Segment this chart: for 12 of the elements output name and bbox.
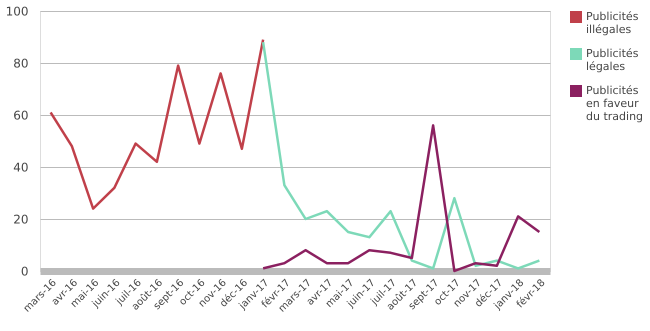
y-tick-label: 40 xyxy=(13,160,28,174)
y-tick-label: 0 xyxy=(20,264,28,278)
line-series xyxy=(49,38,264,210)
y-tick-label: 80 xyxy=(13,56,28,70)
legend-label: Publicités légales xyxy=(586,47,639,73)
legend-label: Publicités en faveur du trading xyxy=(586,84,644,123)
line-series xyxy=(262,40,541,270)
y-tick-label: 60 xyxy=(13,108,28,122)
legend-label: Publicités illégales xyxy=(586,10,639,36)
y-tick-label: 20 xyxy=(13,212,28,226)
y-tick-label: 100 xyxy=(6,4,28,18)
line-series xyxy=(262,124,541,272)
